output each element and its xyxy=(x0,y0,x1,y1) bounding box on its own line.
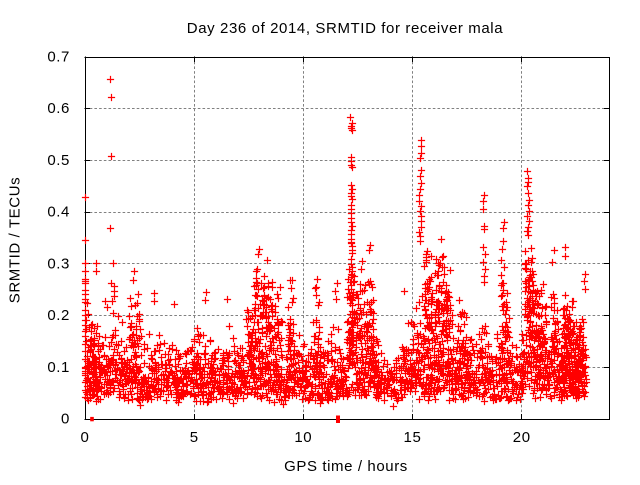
svg-text:0: 0 xyxy=(81,429,90,446)
svg-text:SRMTID / TECUs: SRMTID / TECUs xyxy=(6,177,23,303)
svg-text:0.4: 0.4 xyxy=(47,204,70,221)
svg-text:0.3: 0.3 xyxy=(47,255,70,272)
svg-text:20: 20 xyxy=(513,429,531,446)
svg-text:0.5: 0.5 xyxy=(47,152,70,169)
svg-text:0.2: 0.2 xyxy=(47,307,70,324)
svg-text:0.7: 0.7 xyxy=(47,49,70,66)
svg-text:GPS time / hours: GPS time / hours xyxy=(284,458,408,475)
svg-text:5: 5 xyxy=(190,429,199,446)
svg-text:0.6: 0.6 xyxy=(47,100,70,117)
svg-text:10: 10 xyxy=(294,429,312,446)
svg-text:15: 15 xyxy=(404,429,422,446)
svg-text:0: 0 xyxy=(56,411,70,428)
svg-text:Day 236 of 2014, SRMTID for re: Day 236 of 2014, SRMTID for receiver mal… xyxy=(187,20,503,37)
svg-text:0.1: 0.1 xyxy=(47,359,70,376)
